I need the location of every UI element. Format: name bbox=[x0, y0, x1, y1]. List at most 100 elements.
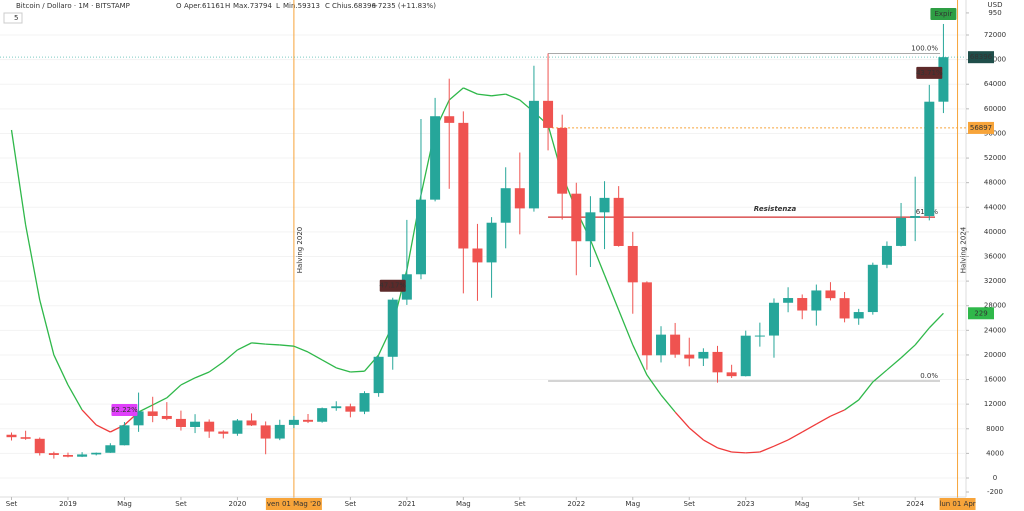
candle-body bbox=[726, 372, 737, 377]
indicator-segment bbox=[858, 381, 874, 401]
candle-body bbox=[387, 299, 398, 357]
candle-body bbox=[359, 393, 370, 412]
candle-body bbox=[133, 411, 144, 426]
x-tick-label: 2022 bbox=[567, 500, 585, 508]
indicator-segment bbox=[293, 345, 309, 353]
candle-body bbox=[613, 197, 624, 246]
indicator-segment bbox=[10, 129, 27, 226]
y-tick-label: 48000 bbox=[984, 179, 1006, 187]
indicator-label: 229 bbox=[974, 309, 987, 317]
price-level-box bbox=[968, 121, 994, 134]
x-tick-label: Set bbox=[514, 500, 526, 508]
indicator-segment bbox=[39, 299, 55, 356]
indicator-segment bbox=[307, 351, 323, 361]
indicator-segment bbox=[321, 359, 337, 369]
candle-body bbox=[246, 420, 257, 426]
candle-body bbox=[331, 406, 342, 409]
indicator-segment bbox=[152, 397, 168, 406]
indicator-segment bbox=[773, 439, 789, 447]
candle-body bbox=[500, 188, 511, 223]
x-tick-label: Set bbox=[853, 500, 865, 508]
candle-body bbox=[783, 298, 794, 303]
x-highlight bbox=[265, 498, 322, 510]
indicator-segment bbox=[830, 409, 845, 417]
y-tick-label: 60000 bbox=[984, 105, 1006, 113]
annotation-label: 43.71% bbox=[916, 69, 943, 77]
indicator-segment bbox=[505, 93, 521, 101]
y-tick-label: 28000 bbox=[984, 302, 1006, 310]
candle-body bbox=[218, 431, 229, 434]
annotation-box bbox=[111, 404, 138, 417]
indicator-box bbox=[968, 307, 994, 320]
candle-body bbox=[345, 406, 356, 412]
indicator-segment bbox=[336, 367, 351, 373]
candle-body bbox=[288, 419, 299, 425]
candle-body bbox=[528, 100, 539, 209]
candle-body bbox=[232, 420, 243, 434]
indicator-toggle[interactable] bbox=[3, 12, 23, 24]
candle-body bbox=[768, 302, 779, 336]
candle-body bbox=[119, 425, 130, 446]
x-tick-label: Set bbox=[175, 500, 187, 508]
indicator-segment bbox=[703, 439, 718, 449]
candle-body bbox=[853, 312, 864, 319]
price-level-label: 56897 bbox=[970, 124, 992, 132]
candle-body bbox=[161, 415, 172, 419]
y-tick-label: 8000 bbox=[986, 425, 1004, 433]
indicator-segment bbox=[448, 87, 464, 101]
halving-label: Halving 2020 bbox=[296, 227, 304, 274]
candle-body bbox=[175, 418, 186, 427]
annotation-box bbox=[379, 279, 406, 292]
candle-body bbox=[401, 274, 412, 300]
indicator-segment bbox=[900, 344, 916, 359]
symbol: Bitcoin / Dollaro · 1M · BITSTAMP bbox=[16, 2, 130, 10]
x-tick-label: lun 01 Apr bbox=[939, 500, 975, 508]
indicator-segment bbox=[674, 411, 690, 429]
candle-body bbox=[260, 425, 271, 439]
x-tick-label: 2019 bbox=[59, 500, 77, 508]
candle-body bbox=[6, 434, 17, 438]
indicator-segment bbox=[180, 377, 196, 386]
y-tick-label: 56000 bbox=[984, 129, 1006, 137]
y-tick-label: 24000 bbox=[984, 326, 1006, 334]
indicator-segment bbox=[67, 384, 83, 411]
candle-body bbox=[274, 424, 285, 439]
annotation-label: Expir bbox=[934, 10, 952, 18]
indicator-segment bbox=[491, 93, 506, 97]
indicator-segment bbox=[688, 427, 704, 441]
candle-body bbox=[896, 217, 907, 246]
candle-body bbox=[825, 290, 836, 299]
candle-body bbox=[543, 100, 554, 128]
indicator-segment bbox=[886, 357, 902, 371]
candle-body bbox=[514, 188, 525, 209]
indicator-segment bbox=[731, 451, 746, 454]
y-tick-label: 68000 bbox=[984, 56, 1006, 64]
y-tick-label: 0 bbox=[993, 474, 997, 482]
y-tick-label: 16000 bbox=[984, 376, 1006, 384]
candle-body bbox=[924, 101, 935, 217]
indicator-segment bbox=[872, 369, 888, 383]
candle-body bbox=[881, 245, 892, 265]
candle-body bbox=[797, 298, 808, 311]
indicator-segment bbox=[350, 370, 365, 373]
indicator-segment bbox=[81, 409, 97, 426]
candle-body bbox=[105, 445, 116, 453]
candle-body bbox=[811, 290, 822, 311]
indicator-segment bbox=[194, 371, 210, 379]
x-tick-label: Set bbox=[6, 500, 18, 508]
candle-body bbox=[712, 351, 723, 373]
ohlc-open: Aper.61161 bbox=[184, 2, 224, 10]
candle-body bbox=[91, 452, 102, 455]
indicator-segment bbox=[237, 342, 252, 351]
candle-body bbox=[190, 421, 201, 427]
y-tick-label: 52000 bbox=[984, 154, 1006, 162]
y-tick-label: 4000 bbox=[986, 449, 1004, 457]
candle-body bbox=[938, 57, 949, 102]
candle-body bbox=[627, 245, 638, 283]
indicator-segment bbox=[816, 415, 831, 425]
x-tick-label: Set bbox=[684, 500, 696, 508]
candle-body bbox=[740, 335, 751, 377]
y-tick-label: 12000 bbox=[984, 400, 1006, 408]
x-tick-label: 2020 bbox=[229, 500, 247, 508]
